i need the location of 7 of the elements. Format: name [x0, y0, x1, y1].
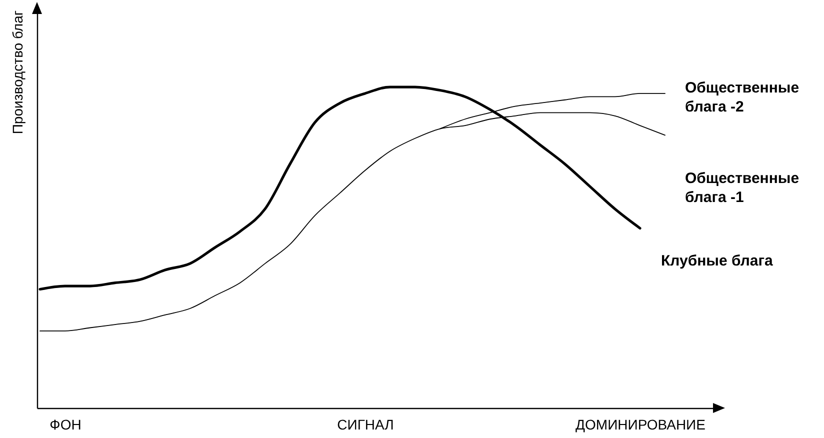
x-tick-label: ФОН	[50, 416, 82, 432]
y-axis-title: Производство благ	[10, 10, 26, 134]
text: Клубные блага	[661, 252, 774, 270]
series-label: Общественные блага -2	[685, 79, 800, 116]
x-tick-label: ДОМИНИРОВАНИЕ	[576, 416, 706, 432]
text: Общественные блага -1	[685, 170, 800, 206]
x-tick-label: СИГНАЛ	[337, 416, 394, 432]
